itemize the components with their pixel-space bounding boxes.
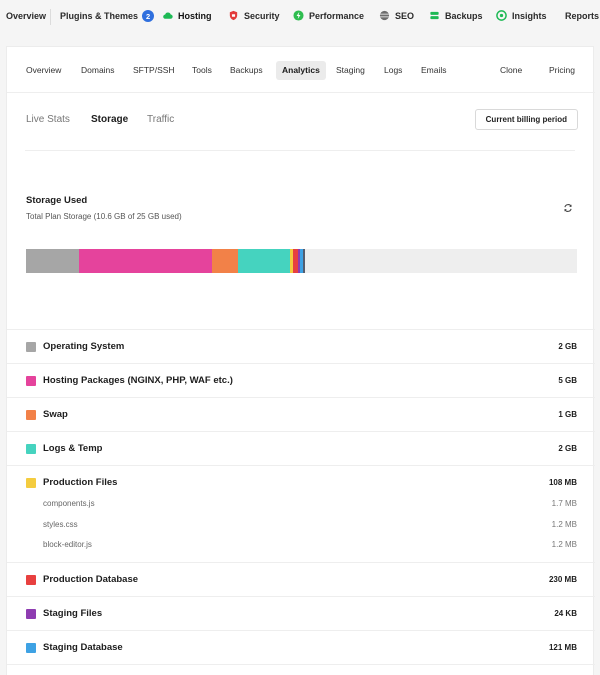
- item-size: 2 GB: [558, 342, 577, 351]
- topnav-overview[interactable]: Overview: [6, 11, 47, 21]
- subnav-tab-overview[interactable]: Overview: [26, 65, 62, 75]
- subnav-tab-domains[interactable]: Domains: [81, 65, 115, 75]
- legend-swatch: [26, 444, 36, 454]
- subnav-tab-backups[interactable]: Backups: [230, 65, 263, 75]
- subnav-tab-clone[interactable]: Clone: [500, 65, 523, 75]
- topnav-plugins-themes[interactable]: Plugins & Themes 2: [60, 10, 155, 22]
- subnav-tab-logs[interactable]: Logs: [384, 65, 403, 75]
- file-name: block-editor.js: [43, 540, 92, 549]
- file-name: styles.css: [43, 520, 78, 529]
- insights-icon: [496, 10, 507, 21]
- legend-swatch: [26, 410, 36, 420]
- plugins-count-badge: 2: [142, 10, 155, 22]
- topnav-security[interactable]: Security: [228, 10, 280, 21]
- item-label: Staging Files: [43, 608, 103, 619]
- storage-usage-bar: [26, 249, 577, 273]
- topnav-performance[interactable]: Performance: [293, 10, 364, 21]
- file-size: 1.7 MB: [551, 499, 577, 508]
- view-tab-storage[interactable]: Storage: [91, 114, 129, 125]
- storage-bar-segment: [237, 249, 290, 273]
- subnav-tab-pricing[interactable]: Pricing: [549, 65, 575, 75]
- topnav-divider: [50, 9, 51, 25]
- legend-swatch: [26, 575, 36, 585]
- view-tab-live-stats[interactable]: Live Stats: [26, 114, 70, 125]
- item-size: 108 MB: [548, 478, 577, 487]
- item-size: 1 GB: [558, 410, 577, 419]
- subnav-tab-tools[interactable]: Tools: [192, 65, 212, 75]
- subnav-tab-sftp-ssh[interactable]: SFTP/SSH: [133, 65, 175, 75]
- list-item-staging-database: Staging Database 121 MB: [7, 630, 595, 664]
- legend-swatch: [26, 478, 36, 488]
- item-label: Logs & Temp: [43, 443, 103, 454]
- hosting-panel: Overview Domains SFTP/SSH Tools Backups …: [6, 46, 595, 675]
- item-label: Production Database: [43, 574, 139, 585]
- subnav-tab-emails[interactable]: Emails: [421, 65, 447, 75]
- file-size: 1.2 MB: [551, 540, 577, 549]
- shield-icon: [229, 10, 238, 21]
- storage-bar-segment: [211, 249, 238, 273]
- refresh-icon[interactable]: [563, 203, 573, 213]
- item-size: 2 GB: [558, 444, 577, 453]
- list-item-operating-system: Operating System 2 GB: [7, 329, 595, 363]
- legend-swatch: [26, 376, 36, 386]
- topnav-insights[interactable]: Insights: [496, 10, 547, 21]
- list-item-partial: [7, 664, 595, 675]
- storage-subtitle: Total Plan Storage (10.6 GB of 25 GB use…: [26, 212, 182, 221]
- analytics-view-tabs: Live Stats Storage Traffic Current billi…: [7, 93, 595, 150]
- list-item-production-database: Production Database 230 MB: [7, 562, 595, 596]
- subnav-tab-staging[interactable]: Staging: [336, 65, 365, 75]
- lightning-icon: [293, 10, 304, 21]
- list-item-hosting-packages: Hosting Packages (NGINX, PHP, WAF etc.) …: [7, 363, 595, 397]
- item-label: Staging Database: [43, 642, 123, 653]
- file-name: components.js: [43, 499, 95, 508]
- globe-icon: [379, 10, 390, 21]
- item-label: Hosting Packages (NGINX, PHP, WAF etc.): [43, 375, 233, 386]
- list-item-swap: Swap 1 GB: [7, 397, 595, 431]
- item-label: Swap: [43, 409, 68, 420]
- hosting-subnav: Overview Domains SFTP/SSH Tools Backups …: [7, 47, 595, 93]
- view-tab-traffic[interactable]: Traffic: [147, 114, 175, 125]
- legend-swatch: [26, 609, 36, 619]
- item-size: 121 MB: [548, 643, 577, 652]
- topnav-hosting[interactable]: Hosting: [162, 10, 212, 21]
- file-size: 1.2 MB: [551, 520, 577, 529]
- item-size: 5 GB: [558, 376, 577, 385]
- topnav-backups[interactable]: Backups: [429, 10, 483, 21]
- top-navigation: Overview Plugins & Themes 2 Hosting Secu…: [0, 0, 600, 34]
- list-item-production-files: Production Files 108 MB components.js 1.…: [7, 465, 595, 562]
- storage-bar-segment: [292, 249, 298, 273]
- list-item-logs-temp: Logs & Temp 2 GB: [7, 431, 595, 465]
- storage-bar-segment: [289, 249, 293, 273]
- storage-bar-segment: [79, 249, 212, 273]
- item-label: Operating System: [43, 341, 125, 352]
- list-item-staging-files: Staging Files 24 KB: [7, 596, 595, 630]
- item-size: 24 KB: [554, 609, 577, 618]
- legend-swatch: [26, 342, 36, 352]
- storage-bar-segment: [297, 249, 300, 273]
- legend-swatch: [26, 643, 36, 653]
- storage-bar-segment: [299, 249, 303, 273]
- database-icon: [430, 11, 439, 20]
- topnav-seo[interactable]: SEO: [379, 10, 414, 21]
- divider: [25, 150, 575, 151]
- storage-bar-segment: [302, 249, 306, 273]
- cloud-icon: [163, 12, 173, 19]
- item-size: 230 MB: [548, 575, 577, 584]
- item-label: Production Files: [43, 477, 118, 488]
- storage-title: Storage Used: [26, 195, 88, 206]
- storage-breakdown-list: Operating System 2 GB Hosting Packages (…: [7, 329, 595, 675]
- storage-bar-segment: [26, 249, 80, 273]
- billing-period-button[interactable]: Current billing period: [474, 109, 578, 130]
- subnav-tab-analytics[interactable]: Analytics: [276, 61, 326, 80]
- topnav-reports[interactable]: Reports: [565, 11, 600, 21]
